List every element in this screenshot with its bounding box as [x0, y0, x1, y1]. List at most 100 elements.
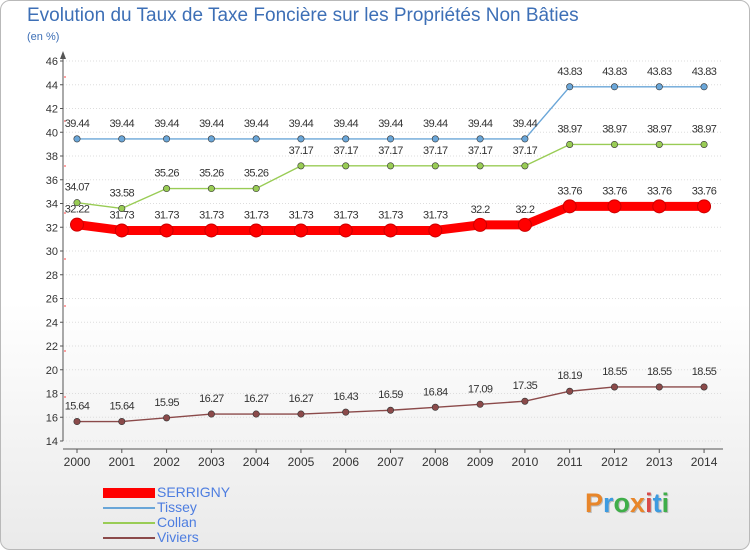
data-label: 32.22 [65, 204, 90, 216]
y-tick-label: 36 [46, 175, 58, 187]
data-label: 37.17 [513, 145, 538, 157]
data-label: 33.76 [557, 185, 582, 197]
data-label: 16.27 [199, 393, 224, 405]
data-point [473, 217, 488, 232]
legend-label-collan: Collan [157, 514, 197, 530]
data-label: 37.17 [333, 145, 358, 157]
data-label: 35.26 [199, 168, 224, 180]
legend-item-serrigny: SERRIGNY [101, 484, 321, 501]
data-label: 38.97 [647, 123, 672, 135]
data-label: 33.58 [110, 187, 135, 199]
data-label: 37.17 [423, 145, 448, 157]
data-point [252, 135, 260, 143]
legend: SERRIGNY Tissey Collan Viviers [101, 484, 321, 546]
data-point [655, 140, 663, 148]
data-point [252, 185, 260, 193]
data-point [118, 135, 126, 143]
data-point [655, 383, 663, 391]
x-tick-label: 2006 [332, 455, 359, 469]
data-label: 37.17 [378, 145, 403, 157]
legend-swatch-viviers [103, 537, 155, 539]
data-label: 32.2 [515, 204, 534, 216]
y-tick-label: 34 [46, 199, 58, 211]
data-point [521, 135, 529, 143]
x-tick-label: 2000 [64, 455, 91, 469]
data-point [428, 223, 443, 238]
data-label: 43.83 [602, 66, 627, 78]
data-label: 31.73 [154, 209, 179, 221]
legend-swatch-serrigny [103, 488, 155, 498]
logo-letter: P [585, 488, 604, 518]
legend-swatch-tissey [103, 507, 155, 509]
data-label: 35.26 [244, 168, 269, 180]
data-point [387, 406, 395, 414]
y-unit-label: (en %) [27, 31, 60, 43]
data-label: 31.73 [110, 209, 135, 221]
y-tick-label: 38 [46, 151, 58, 163]
logo-letter: i [661, 488, 670, 518]
data-point [566, 83, 574, 91]
data-label: 35.26 [154, 168, 179, 180]
data-point [521, 397, 529, 405]
x-tick-label: 2007 [377, 455, 404, 469]
logo-letter: t [652, 488, 662, 518]
data-label: 15.95 [154, 397, 179, 409]
data-point [652, 199, 667, 214]
y-tick-label: 14 [46, 436, 58, 448]
data-label: 38.97 [557, 123, 582, 135]
data-point [342, 162, 350, 170]
data-point [383, 223, 398, 238]
data-point [610, 140, 618, 148]
y-tick-label: 44 [46, 80, 58, 92]
data-point [297, 162, 305, 170]
data-point [700, 83, 708, 91]
data-label: 31.73 [423, 209, 448, 221]
data-point [517, 217, 532, 232]
data-point [655, 83, 663, 91]
data-point [431, 135, 439, 143]
y-tick-label: 18 [46, 389, 58, 401]
data-point [700, 140, 708, 148]
y-tick-label: 42 [46, 104, 58, 116]
data-point [431, 403, 439, 411]
data-point [163, 414, 171, 422]
x-tick-label: 2004 [243, 455, 270, 469]
data-point [610, 83, 618, 91]
logo-letter: i [645, 488, 653, 518]
data-point [387, 135, 395, 143]
data-point [521, 162, 529, 170]
x-tick-label: 2014 [691, 455, 718, 469]
data-label: 39.44 [378, 118, 403, 130]
legend-swatch-collan [103, 522, 155, 524]
x-tick-label: 2013 [646, 455, 673, 469]
data-point [70, 217, 84, 232]
data-label: 31.73 [199, 209, 224, 221]
data-point [387, 162, 395, 170]
legend-item-tissey: Tissey [101, 499, 321, 516]
data-label: 18.19 [557, 370, 582, 382]
data-point [249, 223, 264, 238]
logo-letter: r [603, 488, 614, 518]
y-tick-label: 26 [46, 294, 58, 306]
y-tick-label: 22 [46, 341, 58, 353]
x-tick-label: 2001 [108, 455, 135, 469]
y-tick-label: 16 [46, 412, 58, 424]
y-tick-label: 24 [46, 317, 58, 329]
data-label: 43.83 [557, 66, 582, 78]
x-tick-label: 2010 [512, 455, 539, 469]
legend-item-viviers: Viviers [101, 529, 321, 546]
data-point [700, 383, 708, 391]
data-label: 38.97 [692, 123, 717, 135]
data-point [114, 223, 129, 238]
x-tick-label: 2008 [422, 455, 449, 469]
x-tick-label: 2002 [153, 455, 180, 469]
data-point [204, 223, 219, 238]
data-point [73, 418, 81, 426]
data-label: 43.83 [647, 66, 672, 78]
data-point [73, 199, 81, 207]
data-label: 39.44 [154, 118, 179, 130]
x-tick-label: 2003 [198, 455, 225, 469]
data-label: 39.44 [65, 118, 90, 130]
data-point [252, 410, 260, 418]
